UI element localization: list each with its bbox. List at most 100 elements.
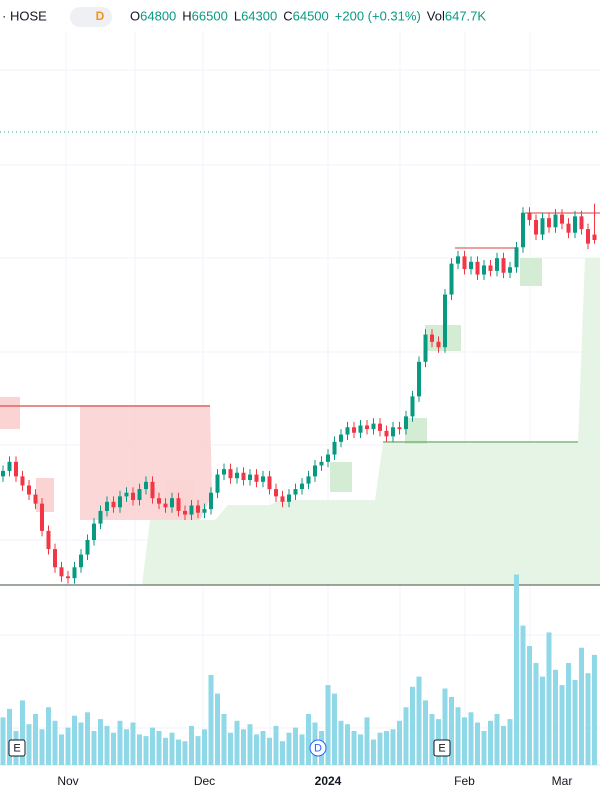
- candle-body: [72, 567, 77, 579]
- candle-body: [111, 501, 116, 508]
- green-zone: [330, 462, 352, 492]
- x-tick-label: 2024: [315, 774, 342, 788]
- volume-bar: [46, 707, 51, 765]
- candle-body: [319, 461, 324, 466]
- candle-body: [339, 434, 343, 442]
- candle-body: [261, 476, 265, 482]
- volume-bar: [0, 717, 6, 765]
- volume-bar: [273, 725, 279, 765]
- volume-bar: [33, 714, 38, 765]
- candle-body: [27, 485, 31, 495]
- volume-bar: [65, 727, 71, 765]
- candle-body: [254, 474, 259, 482]
- volume-bar: [572, 680, 578, 765]
- red-zone: [0, 397, 20, 429]
- volume-bar: [520, 625, 526, 765]
- candle-body: [358, 425, 363, 433]
- candle-body: [313, 465, 317, 477]
- candle-body: [501, 258, 506, 273]
- volume-bar: [280, 741, 285, 765]
- volume-bar: [163, 737, 168, 765]
- candle-body: [449, 263, 454, 295]
- candle-body: [267, 476, 272, 490]
- event-badge[interactable]: [309, 739, 327, 757]
- candle-body: [345, 427, 350, 435]
- volume-bar: [475, 722, 480, 765]
- volume-bar: [91, 731, 97, 765]
- candle-body: [196, 505, 200, 513]
- candle-body: [183, 510, 187, 515]
- x-tick-label: Nov: [57, 774, 78, 788]
- candles: [1, 203, 597, 584]
- candle-body: [553, 214, 558, 228]
- volume-bar: [345, 724, 350, 765]
- candle-body: [53, 549, 57, 568]
- candle-body: [118, 496, 122, 508]
- candle-body: [378, 423, 382, 431]
- header-text: C: [283, 8, 292, 23]
- candle-body: [59, 567, 64, 577]
- volume-bar: [507, 719, 513, 765]
- candle-body: [384, 430, 389, 437]
- candle-body: [586, 229, 590, 244]
- volume-bar: [566, 663, 571, 765]
- candle-body: [488, 265, 493, 271]
- x-axis: Nov Dec 2024 Feb Mar: [57, 774, 572, 788]
- candle-body: [306, 476, 311, 484]
- volume-bar: [98, 719, 103, 765]
- volume-bar: [234, 720, 240, 765]
- candle-body: [222, 469, 226, 475]
- candle-body: [521, 212, 525, 248]
- volume-bar: [247, 724, 253, 765]
- candle-body: [144, 481, 148, 490]
- volume-bar: [462, 717, 467, 765]
- candle-body: [547, 218, 551, 228]
- volume-bar: [195, 736, 201, 765]
- volume-bar: [189, 725, 194, 765]
- candle-body: [92, 523, 96, 540]
- volume-bar: [169, 732, 175, 765]
- candle-body: [371, 423, 376, 430]
- header-text: O: [130, 8, 140, 23]
- candle-body: [423, 334, 428, 362]
- candle-body: [534, 220, 538, 235]
- exchange: · HOSE: [2, 8, 47, 23]
- volume-bar: [338, 720, 344, 765]
- event-badge[interactable]: [433, 739, 451, 757]
- volume: [0, 574, 597, 765]
- volume-bar: [39, 729, 45, 765]
- volume-bar: [130, 722, 136, 765]
- volume-bar: [59, 734, 64, 765]
- candle-body: [215, 474, 220, 493]
- volume-bar: [286, 732, 292, 765]
- header: · HOSE D O 64800 H 66500 L 64300 C 64500 +200 (+…: [0, 0, 600, 32]
- candle-body: [280, 496, 285, 502]
- candle-body: [436, 341, 441, 348]
- volume-bar: [221, 714, 227, 765]
- event-badge[interactable]: [8, 739, 26, 757]
- candle-body: [98, 510, 103, 524]
- volume-bar: [585, 673, 591, 765]
- candle-body: [150, 481, 155, 499]
- candle-body: [46, 530, 51, 550]
- volume-bar: [78, 722, 84, 765]
- volume-bar: [455, 707, 461, 765]
- volume-bar: [468, 712, 474, 765]
- candle-body: [228, 469, 233, 479]
- volume-bar: [364, 717, 370, 765]
- event-label: E: [13, 742, 20, 754]
- volume-bar: [540, 676, 545, 765]
- green-zone: [142, 258, 600, 585]
- candle-body: [124, 492, 129, 497]
- volume-bar: [527, 646, 532, 765]
- volume-bar: [481, 731, 487, 765]
- volume-bar: [488, 720, 493, 765]
- volume-bar: [215, 693, 220, 765]
- volume-bar: [26, 724, 32, 765]
- interval-pill[interactable]: [70, 7, 112, 27]
- volume-bar: [325, 685, 331, 765]
- volume-bar: [104, 725, 110, 765]
- volume-bar: [501, 725, 506, 765]
- volume-bar: [533, 663, 539, 765]
- header-text: L: [234, 8, 241, 23]
